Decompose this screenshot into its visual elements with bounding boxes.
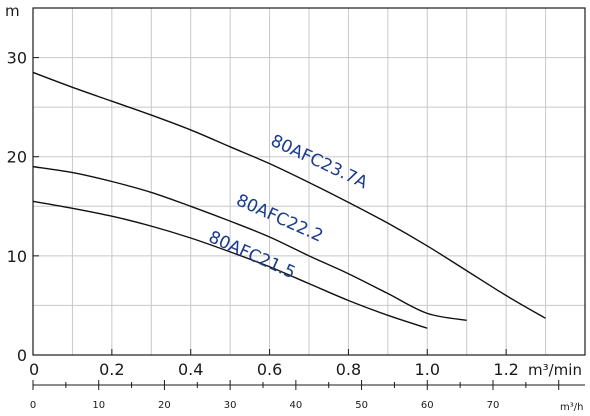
grid	[33, 8, 585, 355]
x-tick-label: 1.0	[415, 360, 440, 379]
x2-tick-label: 60	[421, 400, 434, 411]
x2-tick-label: 50	[355, 400, 368, 411]
x-tick-label: 0.2	[99, 360, 124, 379]
x2-tick-label: 40	[289, 400, 302, 411]
y-axis-unit-label: m	[5, 2, 20, 20]
y-tick-label: 10	[7, 247, 27, 266]
x-tick-label: 0.4	[178, 360, 203, 379]
plot-frame	[32, 7, 586, 390]
y-tick-label: 20	[7, 148, 27, 167]
y-tick-label: 30	[7, 49, 27, 68]
series-label: 80AFC21.5	[205, 227, 298, 283]
series-label: 80AFC23.7A	[267, 131, 370, 193]
x-axis-unit-label: m³/min	[528, 361, 582, 379]
x2-tick-label: 0	[30, 400, 36, 411]
x2-tick-label: 10	[92, 400, 105, 411]
x2-axis-unit-label: m³/h	[560, 402, 583, 413]
x2-tick-label: 70	[487, 400, 500, 411]
x-tick-label: 0.8	[336, 360, 361, 379]
curves	[32, 71, 546, 329]
series-line	[32, 71, 546, 319]
labels: 0 10 20 30 0 0.2 0.4 0.6 0.8 1.0 1.2 0 10 20 30 40 50 60 7…	[7, 49, 519, 411]
x2-tick-label: 20	[158, 400, 171, 411]
x-tick-label: 0.6	[257, 360, 282, 379]
series-line	[32, 200, 428, 329]
series-line	[32, 165, 467, 321]
y-tick-label: 0	[17, 346, 27, 365]
x2-tick-label: 30	[224, 400, 237, 411]
plot-border	[32, 7, 586, 356]
x-tick-label: 0	[29, 360, 39, 379]
x-tick-label: 1.2	[493, 360, 518, 379]
series-label: 80AFC22.2	[233, 191, 326, 247]
